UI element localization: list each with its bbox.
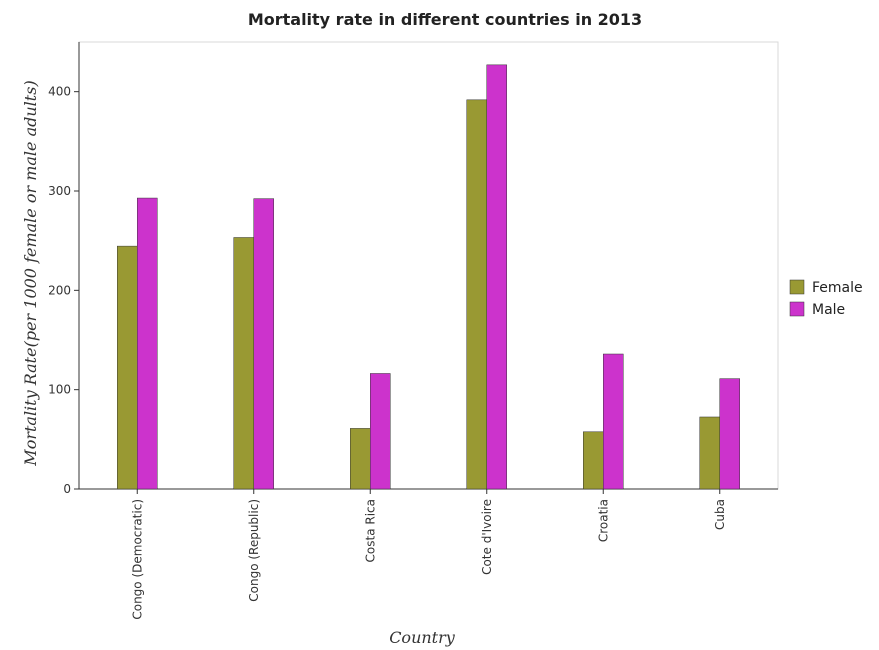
bar-female-0	[117, 245, 138, 490]
y-tick-label: 400	[48, 85, 71, 99]
y-tick-label: 100	[48, 383, 71, 397]
legend-swatch-female	[789, 279, 805, 295]
x-tick-label: Costa Rica	[363, 499, 377, 562]
x-tick-label: Cuba	[713, 499, 727, 530]
bars	[117, 64, 740, 490]
y-tick-label: 200	[48, 283, 71, 297]
y-tick-label: 300	[48, 184, 71, 198]
bar-male-2	[370, 373, 391, 490]
x-tick-label: Congo (Republic)	[247, 499, 261, 602]
bar-female-1	[233, 237, 254, 490]
bar-male-1	[253, 198, 274, 490]
bar-female-5	[699, 416, 720, 490]
bar-female-2	[350, 428, 371, 490]
legend: Female Male	[789, 279, 863, 318]
x-axis-label: Country	[389, 628, 456, 647]
bar-male-5	[719, 378, 740, 490]
plot-area	[78, 41, 779, 490]
x-tick-label: Cote d'Ivoire	[480, 499, 494, 575]
legend-label-male: Male	[812, 302, 845, 318]
bar-female-3	[466, 99, 487, 490]
y-axis-label: Mortality Rate(per 1000 female or male a…	[21, 80, 40, 466]
legend-label-female: Female	[812, 280, 863, 296]
x-axis: Congo (Democratic) Congo (Republic) Costa …	[79, 488, 778, 620]
bar-female-4	[583, 431, 604, 490]
x-tick-label: Congo (Democratic)	[130, 499, 144, 620]
y-axis: 0 100 200 300 400	[48, 42, 80, 496]
bar-male-4	[603, 353, 624, 490]
bar-male-3	[486, 64, 507, 490]
bar-male-0	[137, 197, 158, 490]
x-tick-label: Croatia	[596, 499, 610, 542]
chart-title: Mortality rate in different countries in…	[248, 10, 642, 29]
legend-swatch-male	[789, 301, 805, 317]
y-tick-label: 0	[63, 482, 71, 496]
